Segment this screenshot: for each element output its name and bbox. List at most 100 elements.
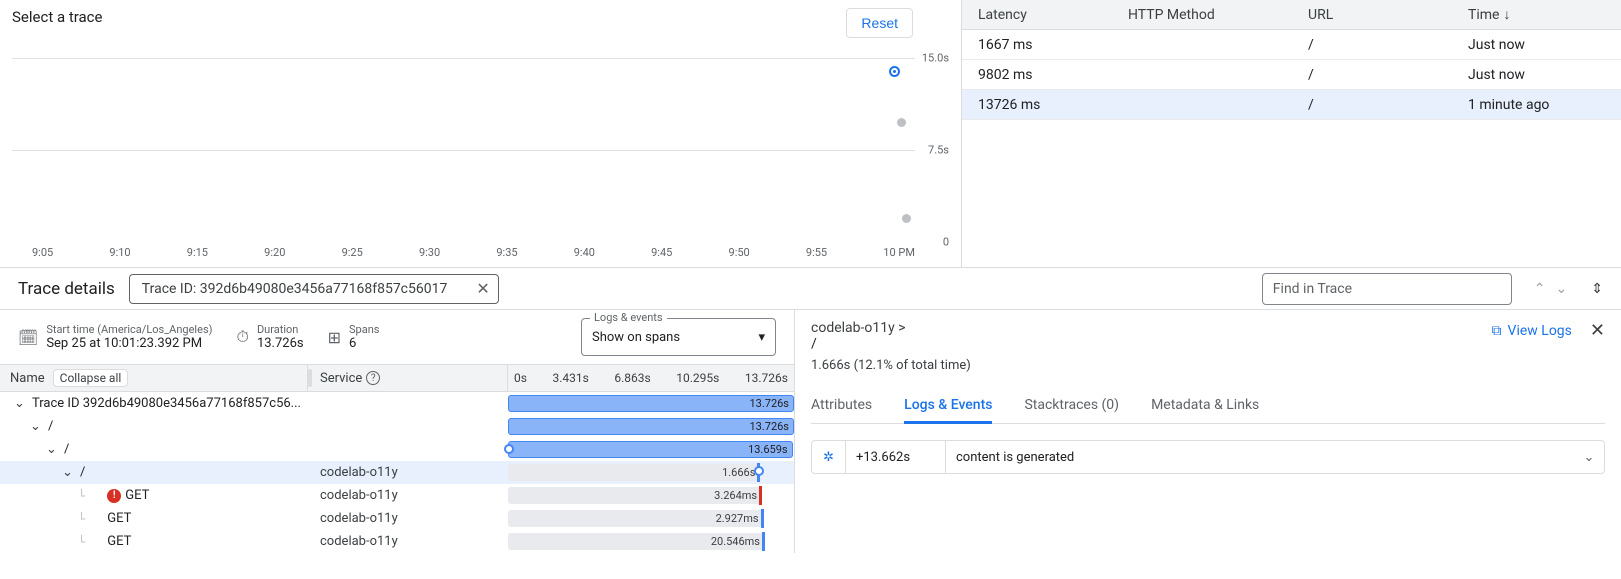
span-bar[interactable]: 1.666s xyxy=(508,464,759,481)
chart-point[interactable] xyxy=(902,214,911,223)
chevron-down-icon[interactable]: ⌄ xyxy=(46,442,60,457)
trace-table-row[interactable]: 9802 ms/Just now xyxy=(962,60,1621,90)
chart-title: Select a trace xyxy=(12,8,102,26)
external-link-icon: ⧉ xyxy=(1492,323,1502,339)
span-label: GET xyxy=(107,534,131,549)
col-header-latency[interactable]: Latency xyxy=(978,7,1128,23)
span-row[interactable]: ⌄ / 13.726s xyxy=(0,415,794,438)
find-prev-icon[interactable]: ⌃ xyxy=(1534,281,1546,297)
span-row[interactable]: └ GETcodelab-o11y20.546ms xyxy=(0,530,794,553)
collapse-all-button[interactable]: Collapse all xyxy=(53,369,129,387)
span-row[interactable]: ⌄ / codelab-o11y1.666s xyxy=(0,461,794,484)
chart-x-label: 9:35 xyxy=(496,246,517,259)
logs-events-select[interactable]: Logs & events Show on spans ▾ xyxy=(581,318,776,356)
breadcrumb[interactable]: codelab-o11y > xyxy=(811,320,906,336)
chart-y-label: 15.0s xyxy=(922,52,949,65)
span-bar[interactable]: 3.264ms xyxy=(508,487,761,504)
error-badge-icon: ! xyxy=(107,489,121,503)
cell-url: / xyxy=(1308,67,1468,83)
dropdown-icon: ▾ xyxy=(758,330,765,345)
span-row[interactable]: └ GETcodelab-o11y2.927ms xyxy=(0,507,794,530)
log-timestamp: +13.662s xyxy=(846,441,946,473)
span-label: Trace ID 392d6b49080e3456a77168f857c56..… xyxy=(32,396,301,411)
view-logs-link[interactable]: ⧉ View Logs xyxy=(1492,323,1572,339)
cell-url: / xyxy=(1308,37,1468,53)
span-service: codelab-o11y xyxy=(308,488,508,503)
span-bar[interactable]: 13.726s xyxy=(508,418,794,435)
span-label: GET xyxy=(107,511,131,526)
reset-button[interactable]: Reset xyxy=(846,8,913,38)
chart-y-label: 7.5s xyxy=(928,144,949,157)
col-header-time[interactable]: Time↓ xyxy=(1468,6,1605,23)
span-path: / xyxy=(811,336,906,352)
find-nav-arrows: ⌃ ⌄ xyxy=(1534,281,1567,297)
chart-y-label: 0 xyxy=(943,236,949,249)
span-detail-pane: codelab-o11y > / ⧉ View Logs ✕ 1.666s (1… xyxy=(795,310,1621,553)
cell-latency: 1667 ms xyxy=(978,37,1128,53)
span-bar[interactable]: 20.546ms xyxy=(508,533,764,550)
cell-url: / xyxy=(1308,97,1468,113)
chevron-down-icon[interactable]: ⌄ xyxy=(14,396,28,411)
chart-x-label: 9:25 xyxy=(342,246,363,259)
chevron-down-icon[interactable]: ⌄ xyxy=(30,419,44,434)
span-service: codelab-o11y xyxy=(308,534,508,549)
trace-id-chip: Trace ID: 392d6b49080e3456a77168f857c560… xyxy=(129,274,499,304)
trace-table-row[interactable]: 13726 ms /1 minute ago xyxy=(962,90,1621,120)
tab-stacktraces[interactable]: Stacktraces (0) xyxy=(1024,389,1119,423)
tab-attributes[interactable]: Attributes xyxy=(811,389,872,423)
log-expand-icon[interactable]: ⌄ xyxy=(1574,450,1604,465)
trace-table-row[interactable]: 1667 ms /Just now xyxy=(962,30,1621,60)
col-header-url[interactable]: URL xyxy=(1308,7,1468,23)
chart-x-label: 9:05 xyxy=(32,246,53,259)
cell-time: 1 minute ago xyxy=(1468,97,1605,113)
stopwatch-icon: ⏱ xyxy=(236,327,248,347)
trace-details-header: Trace details Trace ID: 392d6b49080e3456… xyxy=(0,268,1621,310)
span-bar[interactable]: 13.659s xyxy=(508,441,793,458)
sort-arrow-icon: ↓ xyxy=(1503,7,1510,23)
duration-block: ⏱ Duration 13.726s xyxy=(236,323,303,351)
find-next-icon[interactable]: ⌄ xyxy=(1556,281,1568,297)
chart-x-label: 9:45 xyxy=(651,246,672,259)
chart-x-label: 9:10 xyxy=(109,246,130,259)
calendar-icon: 🗓 xyxy=(18,328,38,347)
waterfall-pane: 🗓 Start time (America/Los_Angeles) Sep 2… xyxy=(0,310,795,553)
span-service: codelab-o11y xyxy=(308,511,508,526)
chevron-down-icon[interactable]: ⌄ xyxy=(62,465,76,480)
span-row[interactable]: ⌄ Trace ID 392d6b49080e3456a77168f857c56.… xyxy=(0,392,794,415)
span-header-name: Name xyxy=(10,371,45,386)
trace-list-table: Latency HTTP Method URL Time↓ 1667 ms/Ju… xyxy=(961,0,1621,267)
cell-time: Just now xyxy=(1468,37,1605,53)
close-detail-icon[interactable]: ✕ xyxy=(1590,320,1605,341)
log-severity-icon: ✲ xyxy=(812,441,846,473)
cell-latency: 13726 ms xyxy=(978,97,1128,113)
log-entry-row[interactable]: ✲ +13.662s content is generated ⌄ xyxy=(811,440,1605,474)
chart-x-label: 9:20 xyxy=(264,246,285,259)
span-bar[interactable]: 13.726s xyxy=(508,395,794,412)
chart-point[interactable] xyxy=(889,66,900,77)
span-timing: 1.666s (12.1% of total time) xyxy=(811,358,1605,373)
span-service: codelab-o11y xyxy=(308,465,508,480)
log-message: content is generated xyxy=(946,450,1574,465)
find-in-trace-input[interactable]: Find in Trace xyxy=(1262,273,1512,305)
span-row[interactable]: ⌄/13.659s xyxy=(0,438,794,461)
span-bar[interactable]: 2.927ms xyxy=(508,510,763,527)
tab-logs-events[interactable]: Logs & Events xyxy=(904,389,992,424)
start-time-block: 🗓 Start time (America/Los_Angeles) Sep 2… xyxy=(18,323,212,351)
latency-scatter-chart: Select a trace Reset 15.0s 7.5s 0 9:05 9:10… xyxy=(0,0,961,267)
chart-x-label: 9:30 xyxy=(419,246,440,259)
tab-metadata[interactable]: Metadata & Links xyxy=(1151,389,1259,423)
col-header-method[interactable]: HTTP Method xyxy=(1128,7,1308,23)
span-label: GET xyxy=(125,488,149,503)
chart-x-label: 10 PM xyxy=(883,246,915,259)
expand-collapse-icon[interactable]: ⇕ xyxy=(1591,281,1603,297)
help-icon[interactable]: ? xyxy=(366,371,380,385)
clear-trace-id-icon[interactable]: ✕ xyxy=(476,279,489,298)
trace-details-title: Trace details xyxy=(18,279,115,299)
span-label: / xyxy=(80,465,85,480)
chart-x-axis: 9:059:109:159:209:259:309:359:409:459:50… xyxy=(12,242,949,267)
span-row[interactable]: └ ! GETcodelab-o11y3.264ms xyxy=(0,484,794,507)
chart-x-label: 9:40 xyxy=(574,246,595,259)
spans-icon: ⊞ xyxy=(328,328,341,347)
span-label: / xyxy=(48,419,53,434)
chart-point[interactable] xyxy=(897,118,906,127)
